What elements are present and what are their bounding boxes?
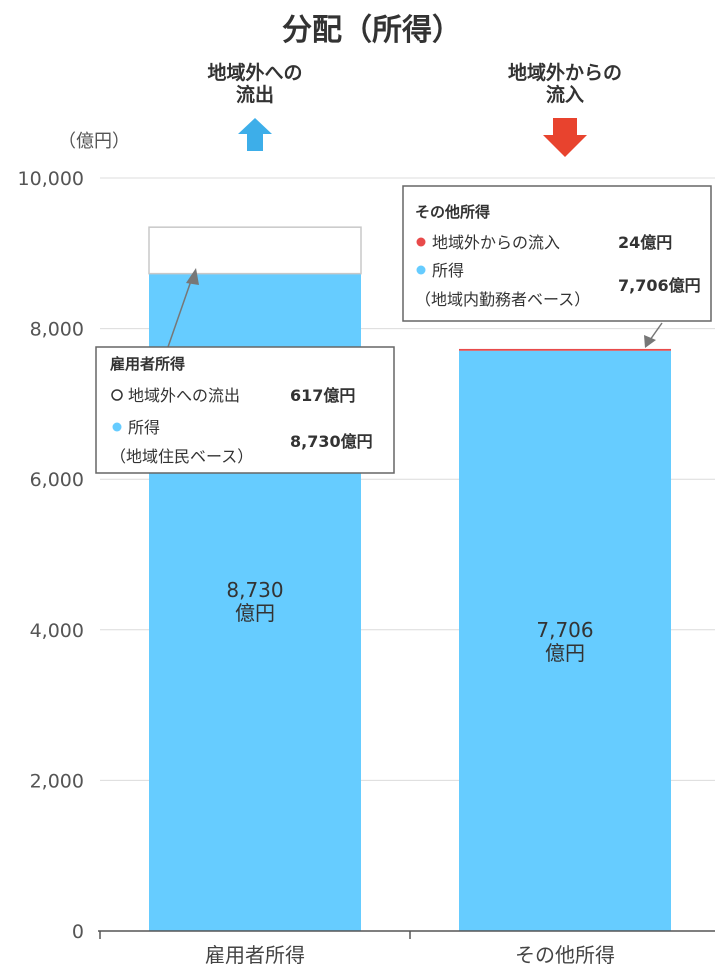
flow-header-inflow: 地域外からの 流入 <box>508 61 622 157</box>
x-tick-label-other-income: その他所得 <box>515 943 615 967</box>
callout-row-value: 24億円 <box>618 233 672 252</box>
up-arrow-icon <box>238 118 272 151</box>
bar-employee-segment-1 <box>148 226 362 275</box>
callout-row-value: 617億円 <box>290 386 355 405</box>
callout-box <box>95 346 395 474</box>
callout-row-label: 所得 <box>432 261 464 280</box>
y-axis-unit-label: （億円） <box>58 131 130 152</box>
y-tick-label: 4,000 <box>30 620 84 642</box>
callout-row-sublabel: （地域内勤務者ベース） <box>415 290 590 309</box>
flow-header-outflow-line2: 流出 <box>236 83 274 106</box>
x-axis: 雇用者所得 その他所得 <box>98 930 715 967</box>
callout-row-label: 所得 <box>128 418 160 437</box>
chart-title: 分配（所得） <box>282 13 462 48</box>
hollow-circle-marker <box>111 389 123 401</box>
blue-dot-marker <box>112 422 122 432</box>
blue-dot-marker <box>416 265 426 275</box>
callout-row-sublabel: （地域住民ベース） <box>110 447 253 466</box>
flow-header-inflow-line1: 地域外からの <box>508 61 622 84</box>
red-dot-marker <box>416 237 426 247</box>
y-tick-label: 0 <box>72 921 84 943</box>
callout-employee-income: 雇用者所得 地域外への流出 617億円 所得 （地域住民ベース） 8,730億円 <box>95 346 395 474</box>
flow-header-outflow: 地域外への 流出 <box>207 61 303 151</box>
y-tick-label: 10,000 <box>18 168 84 190</box>
bar-unit-label-other: 億円 <box>545 641 585 665</box>
y-tick-label: 6,000 <box>30 469 84 491</box>
down-arrow-icon <box>543 118 587 157</box>
flow-header-outflow-line1: 地域外への <box>207 61 302 84</box>
callout-row-label: 地域外への流出 <box>128 386 240 405</box>
callout-pointer-arrowhead <box>186 268 199 285</box>
callout-title: その他所得 <box>415 203 490 221</box>
callout-title: 雇用者所得 <box>110 355 185 373</box>
bar-other-segment-0 <box>459 350 671 932</box>
callout-pointer-other <box>649 322 663 341</box>
callout-row-value: 7,706億円 <box>618 276 701 295</box>
bar-value-label-other: 7,706 <box>536 618 593 642</box>
callout-other-income: その他所得 地域外からの流入 24億円 所得 （地域内勤務者ベース） 7,706… <box>402 185 712 322</box>
y-tick-label: 2,000 <box>30 770 84 792</box>
bar-value-label-employee: 8,730 <box>226 578 283 602</box>
flow-header-inflow-line2: 流入 <box>546 83 584 106</box>
bar-unit-label-employee: 億円 <box>235 601 275 625</box>
callout-pointer-employee <box>167 277 193 348</box>
bar-other-segment-2 <box>459 348 671 351</box>
callout-box <box>402 185 712 322</box>
callout-row-value: 8,730億円 <box>290 432 373 451</box>
callout-pointer-arrowhead <box>644 335 656 348</box>
callout-row-label: 地域外からの流入 <box>432 233 560 252</box>
y-tick-label: 8,000 <box>30 319 84 341</box>
y-tick-labels: 10,000 8,000 6,000 4,000 2,000 0 <box>18 168 84 943</box>
x-tick-label-employee-income: 雇用者所得 <box>205 943 305 967</box>
